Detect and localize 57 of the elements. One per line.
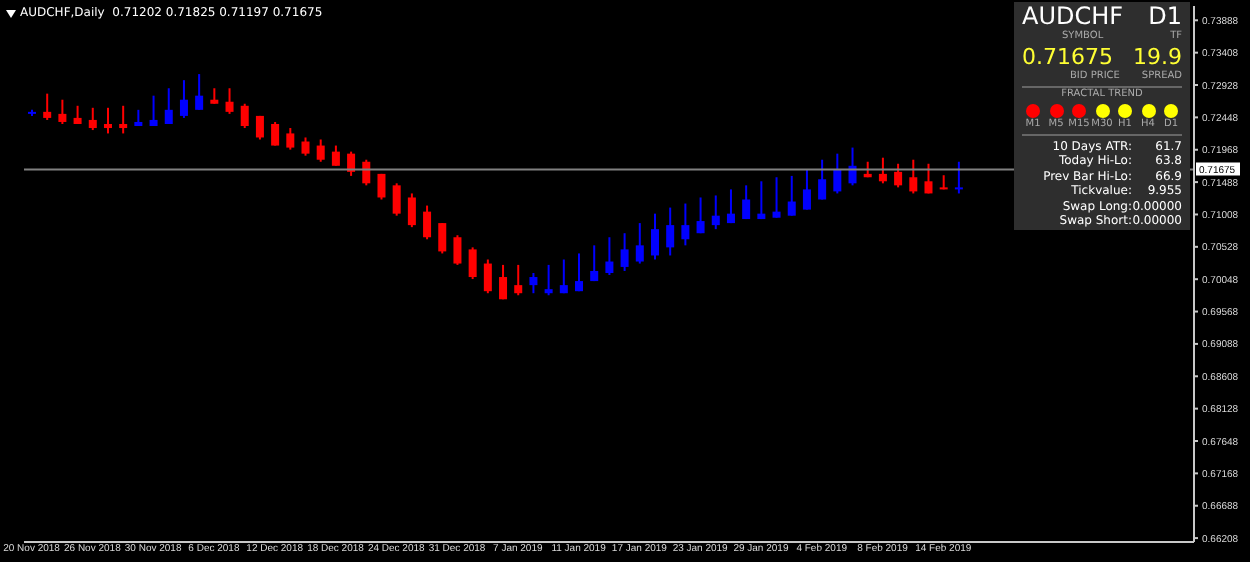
candlestick [195, 73, 204, 111]
candlestick [544, 263, 553, 297]
candlestick [88, 106, 97, 132]
candlestick [696, 196, 705, 235]
candlestick [316, 138, 325, 163]
candlestick [423, 204, 432, 241]
candlestick [164, 87, 173, 125]
candlestick [331, 144, 340, 167]
candlestick [666, 206, 675, 257]
candlestick [73, 104, 82, 125]
candlestick [438, 222, 447, 255]
candlestick [742, 184, 751, 221]
candlestick [575, 252, 584, 293]
candlestick [559, 258, 568, 295]
candlestick [103, 106, 112, 135]
candlestick [483, 258, 492, 295]
candlestick [407, 192, 416, 229]
candlestick [894, 162, 903, 189]
text: AUDCHF [1022, 2, 1124, 30]
annotation: 19.9 [1133, 44, 1182, 70]
candlestick [514, 263, 523, 297]
candlestick [878, 156, 887, 185]
candlestick [909, 158, 918, 195]
candlestick [392, 182, 401, 217]
candlestick [605, 236, 614, 277]
candlestick [240, 102, 249, 130]
candlestick [58, 98, 67, 125]
candlestick [787, 174, 796, 217]
candlestick [772, 176, 781, 219]
candlestick [818, 158, 827, 201]
candlestick [924, 162, 933, 195]
candlestick [499, 263, 508, 301]
candlestick [286, 127, 295, 151]
candlestick [225, 87, 234, 115]
candlestick [711, 194, 720, 231]
candlestick [650, 212, 659, 261]
candlestick [635, 222, 644, 265]
candlestick [833, 152, 842, 195]
candlestick [301, 136, 310, 157]
candlestick [468, 246, 477, 281]
candlestick [757, 180, 766, 221]
candlestick [529, 271, 538, 295]
candlestick [620, 232, 629, 272]
candlestick [802, 168, 811, 211]
candlestick [453, 234, 462, 266]
annotation: 0.71675 [1022, 44, 1113, 70]
candlestick [954, 160, 963, 195]
candlestick [590, 244, 599, 283]
candlestick [119, 104, 128, 135]
candlestick [149, 94, 158, 128]
candlestick [271, 120, 280, 147]
candlestick [179, 79, 188, 119]
candlestick [43, 92, 52, 121]
annotation: D1 [1148, 2, 1182, 30]
candlestick [726, 188, 735, 225]
candlestick [377, 172, 386, 201]
candlestick [681, 202, 690, 247]
